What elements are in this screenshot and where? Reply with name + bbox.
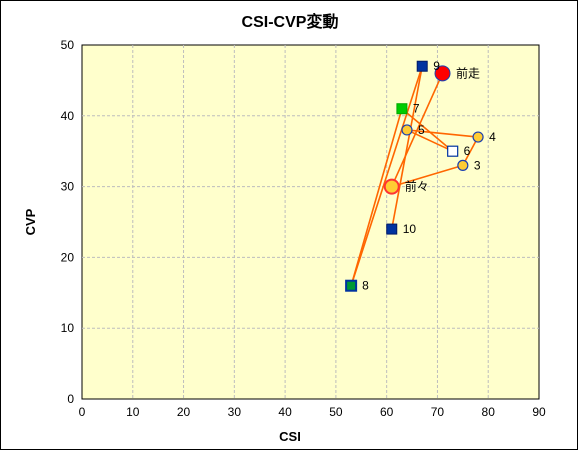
x-tick-label-3: 30 <box>228 405 242 419</box>
x-tick-label-1: 10 <box>126 405 140 419</box>
x-tick-labels: 0 10 20 30 40 50 60 70 80 90 <box>79 405 546 419</box>
y-tick-label-4: 40 <box>61 109 75 123</box>
data-point-9 <box>416 60 428 72</box>
x-tick-label-8: 80 <box>482 405 496 419</box>
x-tick-label-0: 0 <box>79 405 86 419</box>
path-segment-7 <box>350 108 403 286</box>
path-segment-4 <box>406 129 479 138</box>
x-tick-label-4: 40 <box>278 405 292 419</box>
data-point-7 <box>396 103 408 115</box>
point-label-2: 前々 <box>405 179 429 194</box>
x-tick-label-2: 20 <box>177 405 191 419</box>
data-point-6 <box>447 145 459 157</box>
data-point-3 <box>457 159 469 171</box>
path-segment-1 <box>391 72 444 187</box>
path-segment-9 <box>390 66 423 230</box>
y-axis-label: CVP <box>23 208 38 235</box>
point-label-1: 前走 <box>456 65 480 80</box>
data-point-10 <box>386 223 398 235</box>
path-segment-8 <box>350 65 423 286</box>
y-tick-label-2: 20 <box>61 250 75 264</box>
path-segment-2 <box>391 164 464 188</box>
data-point-2 <box>383 178 400 195</box>
point-label-10: 10 <box>403 222 417 236</box>
x-axis-label: CSI <box>279 429 301 444</box>
y-tick-label-1: 10 <box>61 321 75 335</box>
path-segment-5 <box>406 129 454 152</box>
grid-lines <box>82 45 539 399</box>
data-point-5 <box>401 124 413 136</box>
point-label-8: 8 <box>362 279 369 293</box>
data-point-8 <box>345 279 358 292</box>
x-tick-label-9: 90 <box>532 405 546 419</box>
path-segment-6 <box>401 108 454 152</box>
x-tick-label-6: 60 <box>380 405 394 419</box>
x-tick-label-5: 50 <box>329 405 343 419</box>
y-tick-labels: 0 10 20 30 40 50 <box>61 38 75 406</box>
point-label-3: 3 <box>474 158 481 172</box>
point-label-6: 6 <box>464 144 471 158</box>
plot-area <box>81 44 540 400</box>
point-label-4: 4 <box>489 130 496 144</box>
chart-title: CSI-CVP変動 <box>242 12 339 31</box>
x-tick-label-7: 70 <box>431 405 445 419</box>
y-tick-label-0: 0 <box>67 392 74 406</box>
y-tick-label-3: 30 <box>61 180 75 194</box>
data-points <box>345 60 484 292</box>
point-label-5: 5 <box>418 123 425 137</box>
data-point-1 <box>434 65 451 82</box>
point-label-7: 7 <box>413 102 420 116</box>
data-point-4 <box>472 131 484 143</box>
y-tick-label-5: 50 <box>61 38 75 52</box>
point-label-9: 9 <box>433 59 440 73</box>
